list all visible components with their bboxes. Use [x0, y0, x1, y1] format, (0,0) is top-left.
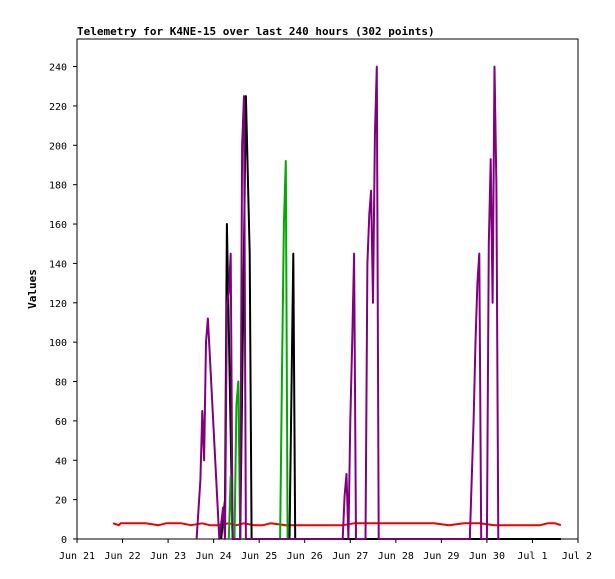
y-tick-label: 240 [49, 63, 67, 74]
x-tick-label: Jun 26 [287, 551, 323, 562]
y-tick-label: 220 [49, 102, 67, 113]
x-tick-label: Jul 2 [562, 551, 592, 562]
y-axis-label: Values [26, 269, 39, 309]
series-line-1 [220, 95, 561, 540]
x-axis: Jun 21 Jun 22 Jun 23 Jun 24 Jun 25 Jun 26 Jun … [59, 539, 592, 562]
y-tick-label: 140 [49, 259, 67, 270]
y-tick-label: 180 [49, 181, 67, 192]
series-line-3 [195, 65, 501, 540]
y-tick-label: 0 [61, 535, 67, 546]
plot-frame [76, 38, 579, 540]
x-tick-label: Jul 1 [517, 551, 547, 562]
x-tick-label: Jun 28 [378, 551, 414, 562]
series-layer [112, 65, 562, 540]
y-tick-label: 80 [55, 378, 67, 389]
y-tick-label: 60 [55, 417, 67, 428]
x-tick-label: Jun 22 [104, 551, 140, 562]
chart-title: Telemetry for K4NE-15 over last 240 hour… [77, 25, 435, 38]
y-tick-label: 120 [49, 299, 67, 310]
y-tick-label: 200 [49, 141, 67, 152]
series-line-2 [227, 160, 290, 540]
y-tick-label: 100 [49, 338, 67, 349]
x-tick-label: Jun 25 [241, 551, 277, 562]
x-tick-label: Jun 27 [332, 551, 368, 562]
x-tick-label: Jun 30 [469, 551, 505, 562]
x-tick-label: Jun 21 [59, 551, 95, 562]
series-line-0 [112, 522, 562, 527]
x-tick-label: Jun 29 [423, 551, 459, 562]
y-tick-label: 20 [55, 496, 67, 507]
y-tick-label: 40 [55, 456, 67, 467]
y-axis: 0 20 40 60 80 100 120 140 160 180 200 220 240 [49, 63, 77, 546]
x-tick-label: Jun 24 [196, 551, 232, 562]
y-tick-label: 160 [49, 220, 67, 231]
x-tick-label: Jun 23 [150, 551, 186, 562]
